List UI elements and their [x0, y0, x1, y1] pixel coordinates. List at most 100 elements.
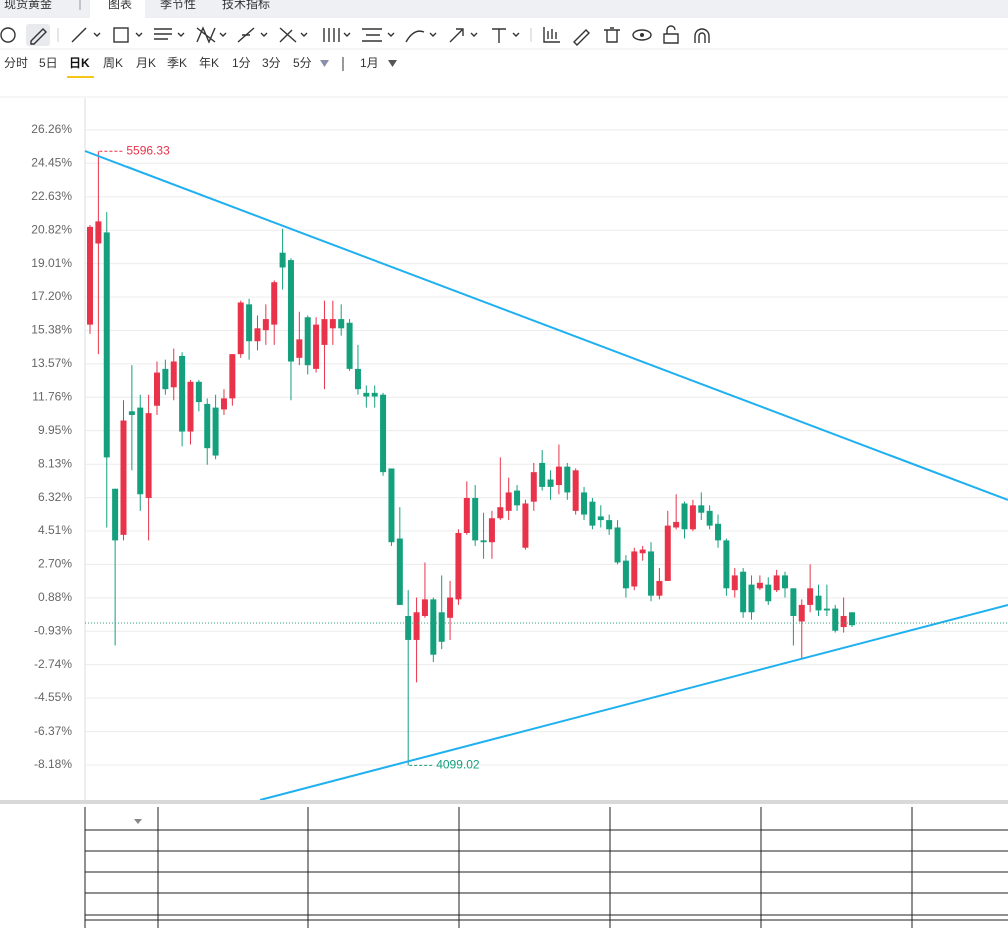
visibility-tool[interactable]: [632, 29, 652, 41]
candle-body: [698, 505, 705, 513]
channel-tool[interactable]: [237, 27, 255, 43]
range-select[interactable]: 1月: [360, 56, 379, 70]
candle-body: [179, 355, 186, 432]
panel-splitter[interactable]: [0, 800, 1008, 804]
lock-tool[interactable]: [663, 25, 679, 44]
candle-body: [388, 468, 395, 543]
candle-body: [656, 580, 663, 596]
dropdown[interactable]: [177, 32, 185, 37]
y-tick-label: 9.95%: [38, 423, 72, 437]
candle-body: [128, 411, 135, 415]
candle-body: [782, 575, 789, 589]
candle-body: [262, 319, 269, 331]
period-button[interactable]: 5日: [39, 56, 58, 70]
candle-body: [354, 368, 361, 390]
active-tab[interactable]: [90, 0, 145, 18]
candle-body: [480, 540, 487, 543]
candle-body: [514, 490, 521, 506]
period-button[interactable]: 5分: [293, 56, 312, 70]
candle-body: [120, 420, 127, 535]
edit-tool[interactable]: [573, 29, 590, 46]
y-tick-label: 26.26%: [31, 122, 72, 136]
period-button[interactable]: 分时: [4, 56, 28, 70]
candle-body: [706, 510, 713, 526]
measure-tool[interactable]: [543, 27, 560, 43]
dropdown[interactable]: [135, 32, 143, 37]
delete-tool[interactable]: [604, 27, 620, 43]
period-button[interactable]: 日K: [69, 56, 90, 70]
magnet-tool[interactable]: [0, 27, 16, 43]
tab-bar: [0, 0, 1008, 18]
candle-body: [572, 470, 579, 511]
brush-tool[interactable]: [405, 30, 425, 43]
bars-tool[interactable]: [323, 28, 340, 42]
candle-body: [673, 521, 680, 528]
candle-body: [187, 381, 194, 432]
candle-body: [413, 612, 420, 640]
fib-tool[interactable]: [154, 28, 172, 40]
y-tick-label: 4.51%: [38, 523, 72, 537]
range-dropdown[interactable]: [388, 60, 397, 67]
dropdown[interactable]: [93, 32, 101, 37]
gann-tool[interactable]: [279, 27, 297, 43]
dropdown[interactable]: [260, 32, 268, 37]
trend-line[interactable]: [84, 150, 1008, 501]
candle-body: [254, 328, 261, 342]
dropdown[interactable]: [512, 32, 520, 37]
candle-body: [505, 492, 512, 511]
snap-tool[interactable]: [694, 28, 710, 43]
candle-body: [447, 597, 454, 618]
candle-body: [555, 466, 562, 486]
y-tick-label: 20.82%: [31, 222, 72, 236]
more-periods[interactable]: [320, 60, 329, 67]
tab[interactable]: 季节性: [160, 0, 196, 11]
period-button[interactable]: 1分: [232, 56, 251, 70]
y-tick-label: -4.55%: [34, 690, 72, 704]
candle-body: [455, 532, 462, 600]
candle-body: [137, 407, 144, 495]
dropdown[interactable]: [387, 32, 395, 37]
y-tick-label: -0.93%: [34, 623, 72, 637]
pen-tool[interactable]: [30, 28, 47, 45]
y-tick-label: 24.45%: [31, 155, 72, 169]
tab[interactable]: 现货黄金: [4, 0, 52, 11]
candle-body: [748, 584, 755, 613]
text-tool[interactable]: [492, 28, 506, 43]
candle-body: [396, 538, 403, 605]
tab[interactable]: 技术指标: [222, 0, 270, 11]
rect-tool[interactable]: [113, 27, 129, 43]
candle-body: [589, 501, 596, 526]
period-button[interactable]: 3分: [262, 56, 281, 70]
candle-body: [329, 319, 336, 329]
line-tool[interactable]: [71, 27, 87, 43]
candle-body: [765, 584, 772, 602]
candle-body: [287, 260, 294, 362]
range-tool[interactable]: [362, 28, 382, 42]
period-button[interactable]: 周K: [103, 56, 123, 70]
dropdown[interactable]: [219, 32, 227, 37]
active-underline: [67, 76, 94, 78]
trend-line[interactable]: [259, 604, 1008, 801]
period-button[interactable]: 年K: [199, 56, 219, 70]
candle-body: [313, 324, 320, 369]
candle-body: [463, 497, 470, 533]
candle-body: [648, 551, 655, 596]
candle-body: [631, 551, 638, 587]
dropdown[interactable]: [429, 32, 437, 37]
dropdown[interactable]: [470, 32, 478, 37]
dropdown[interactable]: [300, 32, 308, 37]
column-dropdown[interactable]: [134, 819, 142, 824]
candle-body: [681, 503, 688, 530]
period-button[interactable]: 月K: [136, 56, 156, 70]
arrow-tool[interactable]: [449, 28, 464, 43]
tab[interactable]: 图表: [108, 0, 132, 11]
pattern-tool[interactable]: [196, 26, 216, 44]
dropdown[interactable]: [343, 32, 351, 37]
period-button[interactable]: 季K: [167, 56, 187, 70]
candle-body: [530, 472, 537, 502]
y-tick-label: 22.63%: [31, 189, 72, 203]
pen-tool-active[interactable]: [26, 24, 50, 46]
candle-body: [723, 540, 730, 589]
candle-body: [237, 302, 244, 355]
